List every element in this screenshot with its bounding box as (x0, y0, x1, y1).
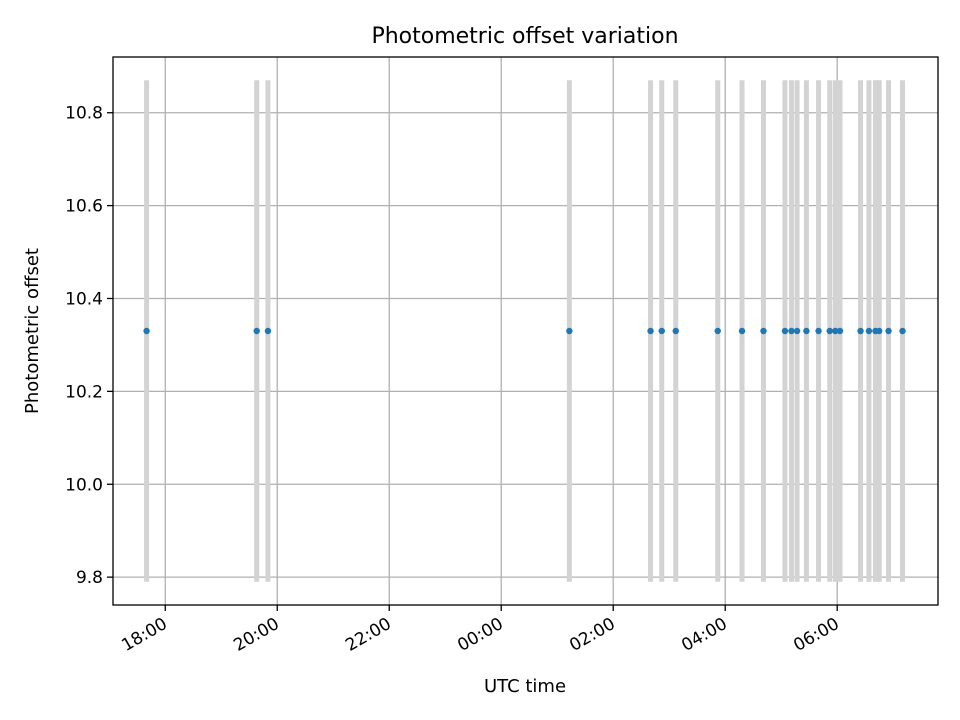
data-point (714, 327, 721, 335)
data-point (566, 327, 573, 335)
data-point (836, 327, 844, 335)
data-point (876, 327, 883, 335)
data-point (781, 327, 789, 335)
x-axis-label: UTC time (484, 676, 566, 697)
data-point (826, 327, 833, 335)
data-point (760, 327, 767, 335)
y-tick-label: 9.8 (76, 568, 103, 588)
data-point (815, 327, 822, 335)
data-point (793, 327, 801, 335)
data-points (143, 327, 906, 335)
data-point (832, 327, 839, 335)
data-point (803, 327, 810, 335)
y-tick-label: 10.8 (65, 104, 103, 124)
data-point (738, 327, 746, 335)
data-point (857, 327, 864, 335)
data-point (253, 327, 260, 335)
y-tick-label: 10.2 (65, 382, 103, 402)
data-point (672, 327, 679, 335)
data-point (658, 327, 665, 335)
chart-title: Photometric offset variation (371, 24, 678, 49)
data-point (885, 327, 892, 335)
data-point (143, 327, 150, 335)
data-point (788, 327, 795, 335)
data-point (264, 327, 272, 335)
plot-frame (112, 56, 939, 606)
y-axis-label: Photometric offset (22, 248, 43, 414)
data-point (899, 327, 906, 335)
grid (113, 57, 938, 605)
y-tick-label: 10.4 (65, 289, 103, 309)
data-point (865, 327, 873, 335)
data-point (647, 327, 654, 335)
y-tick-label: 10.0 (65, 475, 103, 495)
y-tick-label: 10.6 (65, 197, 103, 217)
